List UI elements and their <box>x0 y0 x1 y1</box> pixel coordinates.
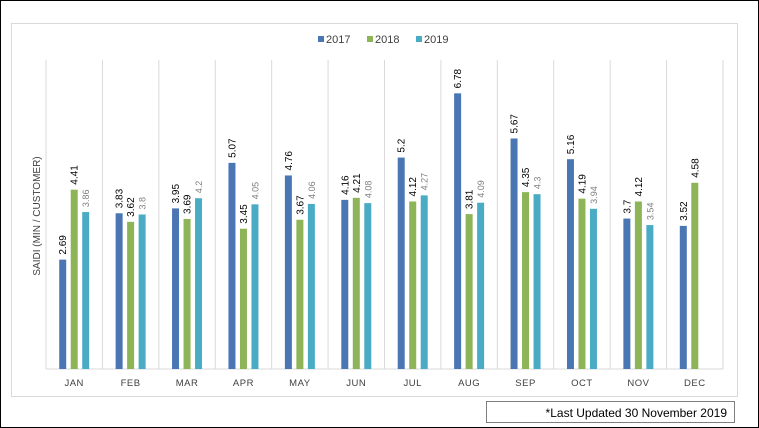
data-label-2019-jun: 4.08 <box>363 181 373 199</box>
data-label-2017-sep: 5.67 <box>510 114 521 134</box>
bar-2017-jul <box>397 157 405 369</box>
data-label-2018-mar: 3.69 <box>183 194 194 214</box>
bar-2017-nov <box>623 218 631 369</box>
data-label-2018-oct: 4.19 <box>577 174 588 194</box>
bar-2019-mar <box>195 198 203 369</box>
data-label-2017-jun: 4.16 <box>340 175 351 195</box>
x-tick-sep: SEP <box>515 378 536 389</box>
bar-2017-sep <box>510 138 518 369</box>
bar-2017-jan <box>59 259 67 369</box>
x-tick-jul: JUL <box>404 378 422 389</box>
data-label-2018-jan: 4.41 <box>70 165 81 185</box>
bar-2017-oct <box>566 159 574 369</box>
data-label-2018-may: 3.67 <box>295 195 306 215</box>
data-label-2019-mar: 4.2 <box>194 181 204 194</box>
x-tick-jun: JUN <box>346 378 366 389</box>
data-label-2018-jul: 4.12 <box>408 177 419 197</box>
legend-swatch-2018 <box>367 36 373 42</box>
data-label-2018-apr: 3.45 <box>239 204 250 224</box>
data-label-2017-jan: 2.69 <box>58 235 69 255</box>
data-label-2018-nov: 4.12 <box>634 177 645 197</box>
x-tick-apr: APR <box>233 378 254 389</box>
data-label-2017-nov: 3.7 <box>622 199 633 213</box>
x-tick-oct: OCT <box>571 378 593 389</box>
bar-2018-sep <box>522 192 530 369</box>
legend-swatch-2019 <box>416 36 422 42</box>
bar-2019-may <box>307 203 315 369</box>
bar-2018-dec <box>691 182 699 369</box>
x-tick-feb: FEB <box>121 378 141 389</box>
bar-2017-feb <box>115 213 123 369</box>
bar-2017-mar <box>172 208 180 369</box>
data-label-2018-jun: 4.21 <box>352 173 363 193</box>
bar-2019-jun <box>364 203 372 369</box>
last-updated-note: *Last Updated 30 November 2019 <box>486 401 735 423</box>
data-label-2019-jul: 4.27 <box>420 173 430 191</box>
x-tick-may: MAY <box>289 378 311 389</box>
data-label-2018-sep: 4.35 <box>521 167 532 187</box>
x-tick-jan: JAN <box>64 378 83 389</box>
bar-2018-nov <box>634 201 642 369</box>
data-label-2019-nov: 3.54 <box>645 203 655 221</box>
bar-2017-dec <box>679 225 687 369</box>
x-tick-dec: DEC <box>684 378 706 389</box>
data-label-2018-aug: 3.81 <box>465 189 476 209</box>
y-axis-label: SAIDI (MIN / CUSTOMER) <box>32 156 43 275</box>
bar-2018-feb <box>127 221 135 369</box>
data-label-2017-apr: 5.07 <box>227 138 238 158</box>
legend-label-2019: 2019 <box>424 34 448 46</box>
bar-2019-sep <box>533 194 541 369</box>
legend-label-2017: 2017 <box>326 34 350 46</box>
data-labels: 2.69 4.413.86 3.83 3.62 3.8 3.953.694.2 5.07 3.… <box>58 68 701 254</box>
bar-2019-apr <box>251 204 259 369</box>
data-label-2017-mar: 3.95 <box>171 183 182 203</box>
bar-2018-oct <box>578 198 586 369</box>
legend-swatch-2017 <box>318 36 324 42</box>
data-label-2019-oct: 3.94 <box>589 186 599 204</box>
legend-label-2018: 2018 <box>375 34 399 46</box>
plot-area-border <box>11 23 738 397</box>
x-tick-mar: MAR <box>176 378 199 389</box>
data-label-2017-dec: 3.52 <box>679 201 690 221</box>
data-label-2017-jul: 5.2 <box>397 138 408 152</box>
bar-2018-jan <box>70 189 78 369</box>
bar-2019-feb <box>138 214 146 369</box>
data-label-2017-aug: 6.78 <box>453 68 464 88</box>
bar-2019-jan <box>82 212 90 369</box>
bar-2017-apr <box>228 162 236 369</box>
data-label-2019-apr: 4.05 <box>250 182 260 200</box>
bar-2018-jul <box>409 201 417 369</box>
data-label-2018-feb: 3.62 <box>126 197 137 217</box>
bar-2018-jun <box>352 197 360 369</box>
data-label-2019-sep: 4.3 <box>533 177 543 190</box>
bar-2017-aug <box>454 93 462 369</box>
data-label-2019-jan: 3.86 <box>81 190 91 208</box>
bar-2018-aug <box>465 214 473 369</box>
bar-2019-jul <box>420 195 428 369</box>
bar-2019-nov <box>646 225 654 369</box>
data-label-2019-feb: 3.8 <box>138 197 148 210</box>
data-label-2019-may: 4.06 <box>307 181 317 199</box>
bar-2018-may <box>296 219 304 369</box>
data-label-2017-oct: 5.16 <box>566 134 577 154</box>
data-label-2017-may: 4.76 <box>284 151 295 171</box>
bar-2018-apr <box>239 228 247 369</box>
bar-2017-may <box>284 175 292 369</box>
bars <box>59 93 699 369</box>
category-gridlines <box>45 60 724 370</box>
legend: 2017 2018 2019 <box>318 34 448 46</box>
data-label-2017-feb: 3.83 <box>115 188 126 208</box>
x-tick-aug: AUG <box>458 378 480 389</box>
bar-2019-aug <box>477 202 485 369</box>
bar-2018-mar <box>183 218 191 369</box>
x-axis-tick-labels: JAN FEB MAR APR MAY JUN JUL AUG SEP OCT NOV DEC <box>64 378 705 389</box>
data-label-2018-dec: 4.58 <box>690 158 701 178</box>
bar-2019-oct <box>589 208 597 369</box>
data-label-2019-aug: 4.09 <box>476 180 486 198</box>
x-tick-nov: NOV <box>627 378 649 389</box>
bar-2017-jun <box>341 199 349 369</box>
